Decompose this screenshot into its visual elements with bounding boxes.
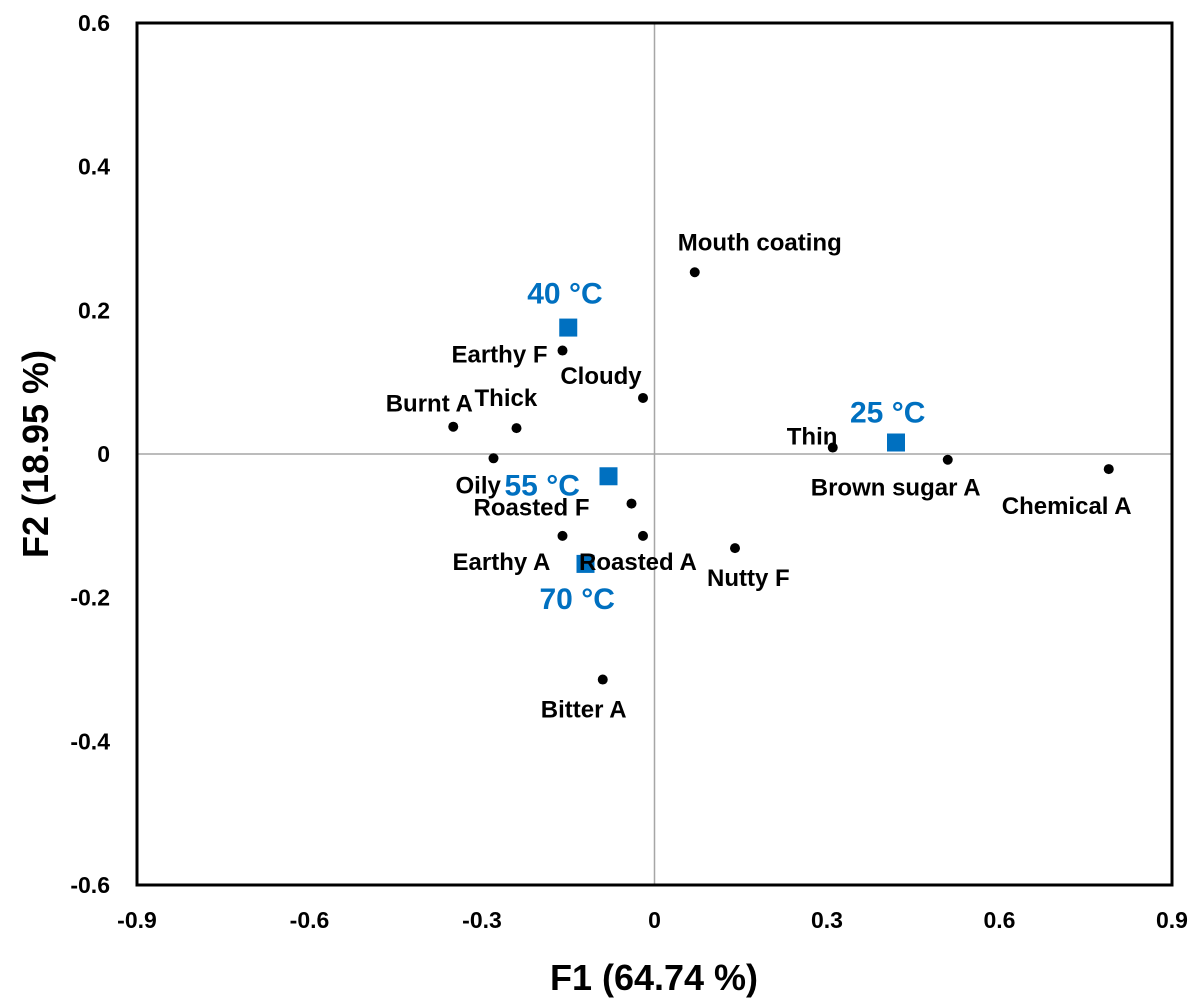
attribute-point [488,453,499,464]
attribute-label: Burnt A [386,391,473,418]
x-tick-label: 0 [648,907,661,933]
attribute-label: Mouth coating [678,229,842,256]
attribute-label: Brown sugar A [811,475,981,502]
x-axis-ticks: -0.9 -0.6 -0.3 0 0.3 0.6 0.9 [117,907,1188,933]
attribute-label: Nutty F [707,565,790,592]
attribute-point [730,543,740,554]
x-axis-title: F1 (64.74 %) [550,957,758,998]
attribute-label: Thick [475,385,538,412]
x-tick-label: 0.3 [811,907,843,933]
attribute-label: Roasted F [474,495,590,522]
y-tick-label: 0.6 [78,10,110,36]
attribute-point [689,267,700,278]
y-tick-label: -0.2 [70,585,110,611]
temperature-label: 70 °C [540,583,615,616]
x-tick-label: 0.6 [984,907,1016,933]
temperature-sample-point [559,318,578,337]
y-tick-label: 0.4 [78,154,110,180]
attribute-point [557,530,568,541]
temperature-label: 25 °C [850,397,925,430]
attribute-point [827,442,838,453]
temperature-sample-point [599,467,618,486]
temperature-sample-point [576,554,595,573]
attribute-point [1103,464,1114,475]
attribute-point [511,423,522,434]
x-tick-label: -0.3 [462,907,502,933]
attribute-point [942,454,953,465]
attribute-label: Earthy F [451,342,547,369]
attribute-point [557,345,568,356]
data-points [448,267,1114,685]
data-labels: Mouth coating Earthy F Cloudy Burnt A Thick O… [386,229,1132,723]
attribute-point [448,421,459,432]
temperature-sample-point [887,433,905,452]
temperature-label: 40 °C [527,278,602,311]
x-tick-label: -0.6 [290,907,330,933]
attribute-label: Cloudy [560,363,642,390]
attribute-point [626,498,637,509]
zero-lines [137,23,1172,885]
y-axis-title: F2 (18.95 %) [15,350,56,558]
attribute-label: Earthy A [453,549,551,576]
attribute-label: Chemical A [1002,493,1132,520]
y-tick-label: -0.6 [70,872,110,898]
y-tick-label: 0.2 [78,297,110,323]
attribute-label: Roasted A [579,549,697,576]
attribute-label: Oily [456,472,502,499]
y-tick-label: 0 [97,441,110,467]
attribute-label: Bitter A [541,697,627,724]
x-tick-label: 0.9 [1156,907,1188,933]
attribute-point [638,530,648,541]
attribute-label: Thin [787,424,838,451]
attribute-point [638,392,648,403]
y-tick-label: -0.4 [70,728,110,754]
plot-frame [135,21,1174,887]
y-axis-ticks: 0.6 0.4 0.2 0 -0.2 -0.4 -0.6 [70,10,110,898]
attribute-point [597,674,608,685]
temperature-label: 55 °C [505,469,580,502]
x-tick-label: -0.9 [117,907,157,933]
